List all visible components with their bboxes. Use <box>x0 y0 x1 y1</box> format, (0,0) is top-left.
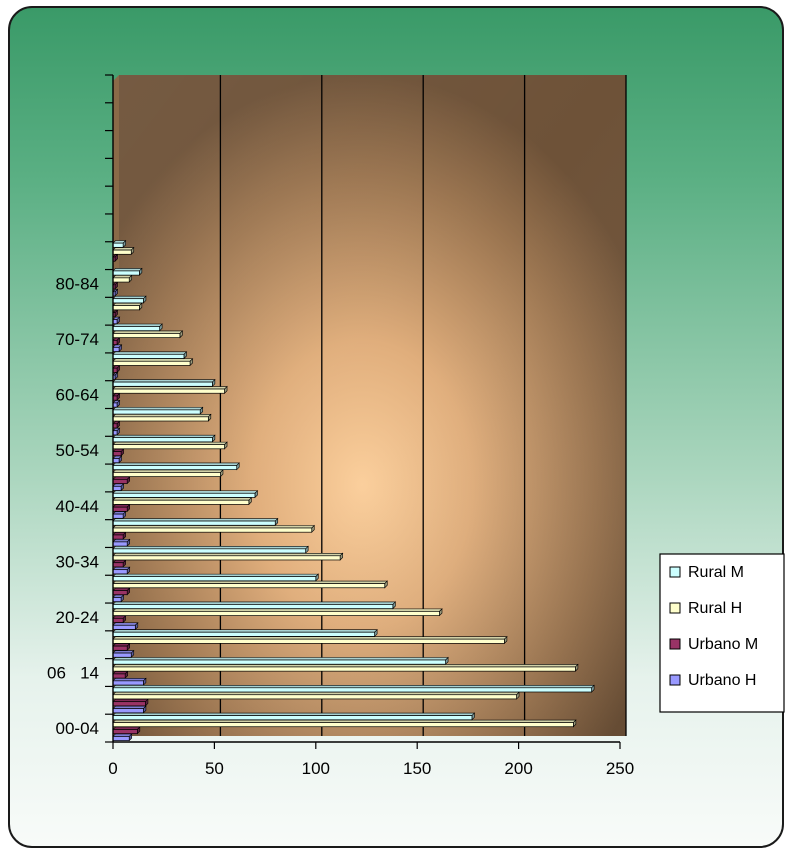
legend-label-rural-h: Rural H <box>688 600 742 617</box>
y-tick-label-14: 70-74 <box>56 330 99 349</box>
bar-urbano-h-35-39 <box>113 539 130 546</box>
bar-rural-h-80-84 <box>113 275 132 282</box>
bar-urbano-m-05-09 <box>113 699 148 706</box>
bar-rural-h-00-04 <box>113 720 576 727</box>
bar-urbano-m-00-04 <box>113 727 140 734</box>
y-tick-label-10: 50-54 <box>56 441 99 460</box>
bar-rural-h-25-29 <box>113 581 387 588</box>
bar-urbano-h-45-49 <box>113 484 124 491</box>
bar-rural-h-60-64 <box>113 387 227 394</box>
y-tick-label-16: 80-84 <box>56 274 99 293</box>
bar-urbano-m-15-19 <box>113 644 130 651</box>
y-tick-label-8: 40-44 <box>56 497 99 516</box>
bar-urbano-m-30-34 <box>113 560 126 567</box>
bar-urbano-h-20-24 <box>113 623 138 630</box>
bar-rural-h-30-34 <box>113 553 343 560</box>
bar-rural-h-50-54 <box>113 442 227 449</box>
bar-rural-m-40-44 <box>113 491 257 498</box>
bar-rural-h-15-19 <box>113 637 507 644</box>
bar-rural-m-85-89 <box>113 241 126 248</box>
bar-urbano-h-10-14 <box>113 678 146 685</box>
legend-label-rural-m: Rural M <box>688 564 744 581</box>
bar-rural-m-35-39 <box>113 519 278 526</box>
bar-rural-h-10-14 <box>113 664 578 671</box>
bar-urbano-m-45-49 <box>113 477 130 484</box>
bar-rural-h-70-74 <box>113 331 182 338</box>
bar-rural-h-85-89 <box>113 248 134 255</box>
bar-urbano-h-50-54 <box>113 456 122 463</box>
y-tick-label-0: 00-04 <box>56 719 99 738</box>
bar-urbano-m-25-29 <box>113 588 130 595</box>
bar-urbano-h-15-19 <box>113 651 134 658</box>
bar-urbano-h-70-74 <box>113 345 122 352</box>
y-tick-label-4: 20-24 <box>56 608 99 627</box>
legend-swatch-urbano-h <box>670 675 680 685</box>
x-tick-label-2: 100 <box>302 759 330 778</box>
bar-rural-m-55-59 <box>113 407 203 414</box>
bar-urbano-m-20-24 <box>113 616 126 623</box>
bar-rural-m-10-14 <box>113 657 448 664</box>
bar-rural-m-20-24 <box>113 602 395 609</box>
bar-rural-m-05-09 <box>113 685 594 692</box>
bar-urbano-h-40-44 <box>113 512 126 519</box>
y-tick-label-2: 06 14 <box>47 664 99 683</box>
bar-urbano-m-35-39 <box>113 532 126 539</box>
bar-rural-m-25-29 <box>113 574 318 581</box>
bar-urbano-m-50-54 <box>113 449 124 456</box>
bar-rural-h-05-09 <box>113 692 519 699</box>
legend-swatch-rural-h <box>670 603 680 613</box>
y-tick-label-6: 30-34 <box>56 552 99 571</box>
bar-urbano-m-10-14 <box>113 671 128 678</box>
x-tick-label-5: 250 <box>606 759 634 778</box>
bar-rural-h-55-59 <box>113 414 211 421</box>
legend-label-urbano-m: Urbano M <box>688 636 758 653</box>
bar-rural-m-70-74 <box>113 324 162 331</box>
bar-rural-m-75-79 <box>113 296 146 303</box>
bar-urbano-h-05-09 <box>113 706 146 713</box>
bar-urbano-h-00-04 <box>113 734 132 741</box>
x-tick-label-1: 50 <box>205 759 224 778</box>
bar-urbano-h-25-29 <box>113 595 124 602</box>
bar-rural-m-15-19 <box>113 630 377 637</box>
bar-rural-m-00-04 <box>113 713 474 720</box>
bar-rural-h-65-69 <box>113 359 193 366</box>
x-tick-label-4: 200 <box>504 759 532 778</box>
legend-swatch-rural-m <box>670 567 680 577</box>
bar-rural-m-45-49 <box>113 463 239 470</box>
bar-rural-h-45-49 <box>113 470 223 477</box>
y-tick-label-12: 60-64 <box>56 386 99 405</box>
bar-rural-h-20-24 <box>113 609 442 616</box>
x-tick-label-0: 0 <box>108 759 117 778</box>
bar-rural-h-35-39 <box>113 525 314 532</box>
bar-urbano-m-40-44 <box>113 505 130 512</box>
bar-rural-h-75-79 <box>113 303 142 310</box>
bar-rural-m-30-34 <box>113 546 308 553</box>
bar-urbano-h-30-34 <box>113 567 130 574</box>
legend-swatch-urbano-m <box>670 639 680 649</box>
bar-rural-m-60-64 <box>113 380 215 387</box>
bar-rural-h-40-44 <box>113 498 251 505</box>
bar-rural-m-50-54 <box>113 435 215 442</box>
legend-label-urbano-h: Urbano H <box>688 672 756 689</box>
bar-rural-m-65-69 <box>113 352 186 359</box>
bar-rural-m-80-84 <box>113 268 142 275</box>
x-tick-label-3: 150 <box>403 759 431 778</box>
